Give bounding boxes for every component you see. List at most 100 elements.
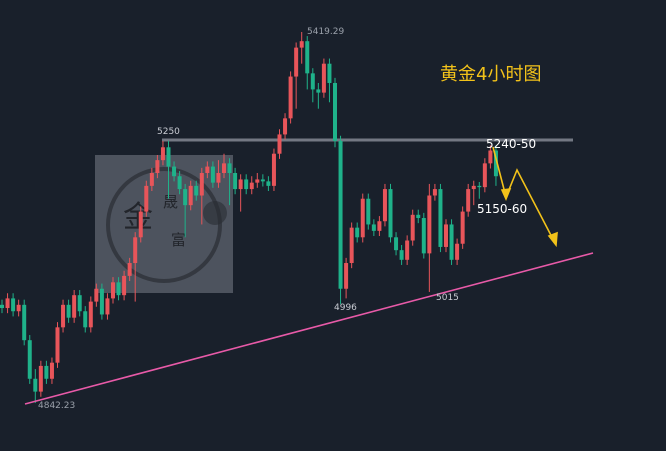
candle-body <box>116 282 121 296</box>
candle-body <box>99 288 104 315</box>
candle <box>11 293 16 317</box>
candle <box>444 219 448 253</box>
candle <box>177 171 182 195</box>
candle <box>460 206 465 249</box>
candle-body <box>471 185 476 190</box>
forecast-arrow <box>492 146 558 248</box>
candle-body <box>482 163 487 188</box>
candle <box>210 161 215 188</box>
candle <box>105 293 110 320</box>
candle <box>22 299 27 346</box>
candle <box>72 290 77 323</box>
lower-zone-label: 5150-60 <box>477 202 528 216</box>
candle-body <box>305 41 310 74</box>
candle <box>44 360 49 384</box>
candle-body <box>349 227 354 264</box>
low-price-label: 4842.23 <box>38 401 76 411</box>
candle-body <box>321 63 326 93</box>
candle-body <box>410 214 415 241</box>
candle-body <box>22 304 27 341</box>
candle-body <box>88 301 93 328</box>
candle-body <box>338 140 343 289</box>
candle-body <box>44 365 49 379</box>
candle-body <box>288 76 293 119</box>
resistance-label: 5250 <box>157 127 180 137</box>
candle-body <box>227 163 232 174</box>
candle-body <box>399 250 404 260</box>
candle <box>327 58 332 103</box>
candle <box>99 283 104 320</box>
candle-body <box>194 185 199 196</box>
low-4996-label: 4996 <box>334 303 357 313</box>
candle-body <box>460 211 465 244</box>
candle-body <box>299 41 304 48</box>
candle-body <box>72 295 77 318</box>
candle <box>360 193 365 243</box>
candle <box>355 222 360 243</box>
candle-body <box>216 173 221 183</box>
candle-body <box>238 179 243 190</box>
candle-body <box>432 189 437 196</box>
candle-body <box>277 134 282 154</box>
candle <box>216 160 221 188</box>
candle <box>449 219 454 265</box>
candle-body <box>477 185 482 188</box>
candle <box>283 113 288 140</box>
candle <box>382 183 387 227</box>
candle-body <box>94 288 99 302</box>
candle <box>116 277 121 301</box>
candle <box>266 176 271 192</box>
candle-body <box>138 211 143 238</box>
candle <box>122 270 127 301</box>
candle <box>366 193 371 230</box>
candle <box>244 174 249 195</box>
candle-body <box>38 365 43 392</box>
candle <box>111 277 115 304</box>
candle-body <box>388 189 393 238</box>
candle <box>432 183 437 201</box>
candle <box>260 174 265 187</box>
candle-body <box>105 298 110 315</box>
candle <box>166 140 171 199</box>
candle <box>61 299 66 333</box>
candle <box>183 183 188 238</box>
candle-body <box>0 304 4 309</box>
candle-body <box>438 189 443 247</box>
candle-body <box>33 378 38 392</box>
candle <box>88 296 93 333</box>
candle-body <box>355 227 360 238</box>
candle <box>255 173 260 188</box>
candle <box>66 299 71 323</box>
candle-body <box>188 185 193 206</box>
candle <box>427 183 432 292</box>
candle-body <box>177 176 182 190</box>
candle-body <box>283 118 288 135</box>
candle <box>55 322 60 368</box>
candle-body <box>260 179 265 182</box>
candle-body <box>66 304 71 318</box>
candle-body <box>455 243 460 260</box>
candle <box>127 257 132 282</box>
candle-body <box>155 160 160 174</box>
candle-body <box>77 295 82 312</box>
candle-body <box>49 362 54 379</box>
candle-body <box>421 218 426 254</box>
candle-body <box>449 224 454 260</box>
candle-body <box>144 185 149 212</box>
candle-body <box>27 340 32 379</box>
candle-body <box>183 189 188 206</box>
candle <box>349 222 354 269</box>
candle <box>388 183 393 243</box>
candle-body <box>310 73 315 90</box>
logo-ink-circle: 金 晟 富 <box>106 167 227 283</box>
candle-body <box>233 173 238 190</box>
candle <box>416 209 421 224</box>
candle <box>271 148 276 192</box>
candle <box>371 219 376 237</box>
candle-body <box>394 237 399 251</box>
candle-body <box>244 179 249 190</box>
candle-body <box>133 237 138 264</box>
candle-body <box>371 224 376 231</box>
candle-body <box>405 240 410 260</box>
